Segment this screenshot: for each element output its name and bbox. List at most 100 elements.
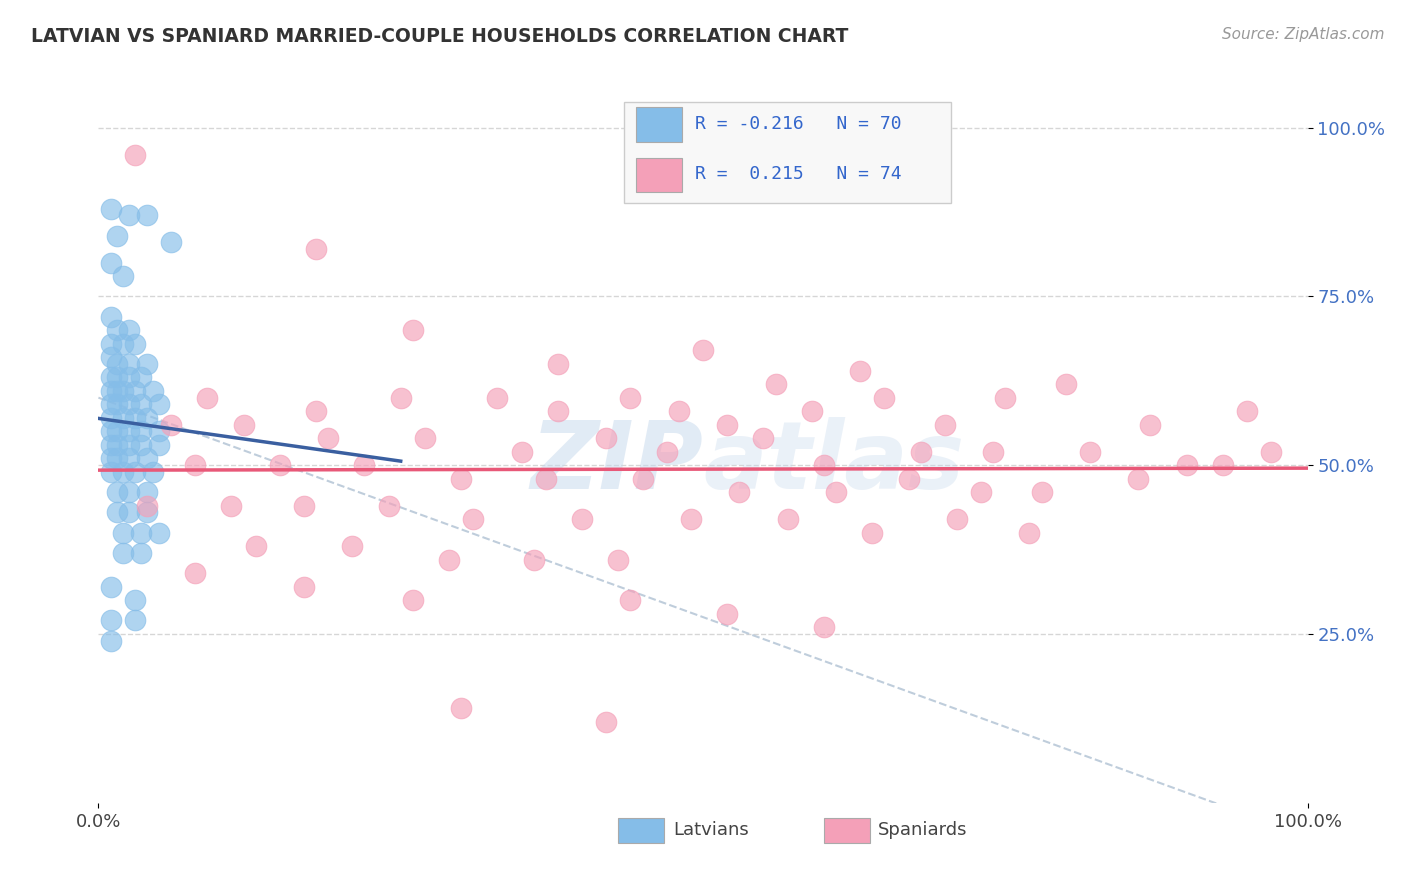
Point xyxy=(105,370,128,384)
Point xyxy=(353,458,375,472)
FancyBboxPatch shape xyxy=(637,107,682,142)
Point xyxy=(105,357,128,371)
Point xyxy=(765,377,787,392)
Point xyxy=(1236,404,1258,418)
Point xyxy=(946,512,969,526)
Point xyxy=(100,370,122,384)
Point xyxy=(232,417,254,432)
FancyBboxPatch shape xyxy=(637,158,682,193)
Point xyxy=(1031,485,1053,500)
Point xyxy=(305,242,328,256)
Point xyxy=(450,472,472,486)
Point xyxy=(105,451,128,466)
Point xyxy=(124,614,146,628)
Point xyxy=(813,458,835,472)
FancyBboxPatch shape xyxy=(824,818,870,843)
Point xyxy=(728,485,751,500)
Point xyxy=(450,701,472,715)
Point xyxy=(1128,472,1150,486)
Point xyxy=(1212,458,1234,472)
Point xyxy=(100,397,122,411)
Point xyxy=(111,465,134,479)
Point xyxy=(105,438,128,452)
Point xyxy=(118,451,141,466)
Point xyxy=(534,472,557,486)
Point xyxy=(105,228,128,243)
Point xyxy=(100,310,122,324)
Point xyxy=(118,397,141,411)
Point xyxy=(100,451,122,466)
Point xyxy=(292,580,315,594)
Point xyxy=(595,714,617,729)
Point xyxy=(129,397,152,411)
Point xyxy=(595,431,617,445)
Point xyxy=(111,411,134,425)
Point xyxy=(135,499,157,513)
Point xyxy=(100,411,122,425)
Text: R = -0.216   N = 70: R = -0.216 N = 70 xyxy=(695,115,901,133)
Point xyxy=(981,444,1004,458)
Point xyxy=(118,425,141,439)
Text: Source: ZipAtlas.com: Source: ZipAtlas.com xyxy=(1222,27,1385,42)
FancyBboxPatch shape xyxy=(624,102,950,203)
Point xyxy=(619,391,641,405)
Point xyxy=(547,404,569,418)
Point xyxy=(1054,377,1077,392)
Point xyxy=(118,438,141,452)
Text: Spaniards: Spaniards xyxy=(879,822,967,839)
Point xyxy=(184,458,207,472)
Point xyxy=(1078,444,1101,458)
Point xyxy=(129,425,152,439)
Text: atlas: atlas xyxy=(703,417,965,509)
Point xyxy=(105,384,128,398)
Point xyxy=(910,444,932,458)
Point xyxy=(129,546,152,560)
Point xyxy=(752,431,775,445)
Point xyxy=(111,269,134,284)
Point xyxy=(619,593,641,607)
Point xyxy=(316,431,339,445)
Point xyxy=(111,525,134,540)
Point xyxy=(105,505,128,519)
Point xyxy=(129,525,152,540)
Point xyxy=(118,485,141,500)
Point xyxy=(825,485,848,500)
Point xyxy=(1175,458,1198,472)
Point xyxy=(100,336,122,351)
Point xyxy=(142,384,165,398)
Point xyxy=(437,552,460,566)
Point xyxy=(129,438,152,452)
Point xyxy=(100,438,122,452)
Point xyxy=(100,580,122,594)
Text: ZIP: ZIP xyxy=(530,417,703,509)
Text: LATVIAN VS SPANIARD MARRIED-COUPLE HOUSEHOLDS CORRELATION CHART: LATVIAN VS SPANIARD MARRIED-COUPLE HOUSE… xyxy=(31,27,848,45)
Point xyxy=(547,357,569,371)
Point xyxy=(111,546,134,560)
Point xyxy=(100,202,122,216)
Point xyxy=(124,411,146,425)
Point xyxy=(184,566,207,581)
Point xyxy=(100,465,122,479)
Point xyxy=(100,633,122,648)
Point xyxy=(142,465,165,479)
Point xyxy=(655,444,678,458)
Point xyxy=(148,425,170,439)
Point xyxy=(148,397,170,411)
Point xyxy=(195,391,218,405)
Point xyxy=(1018,525,1040,540)
Point xyxy=(860,525,883,540)
Point xyxy=(970,485,993,500)
Point xyxy=(1260,444,1282,458)
Point xyxy=(129,370,152,384)
Point xyxy=(849,364,872,378)
Point xyxy=(118,357,141,371)
Point xyxy=(897,472,920,486)
Point xyxy=(124,384,146,398)
Point xyxy=(463,512,485,526)
Point xyxy=(631,472,654,486)
Point xyxy=(118,208,141,222)
Point xyxy=(100,384,122,398)
Point xyxy=(402,593,425,607)
Point xyxy=(105,425,128,439)
Point xyxy=(105,485,128,500)
